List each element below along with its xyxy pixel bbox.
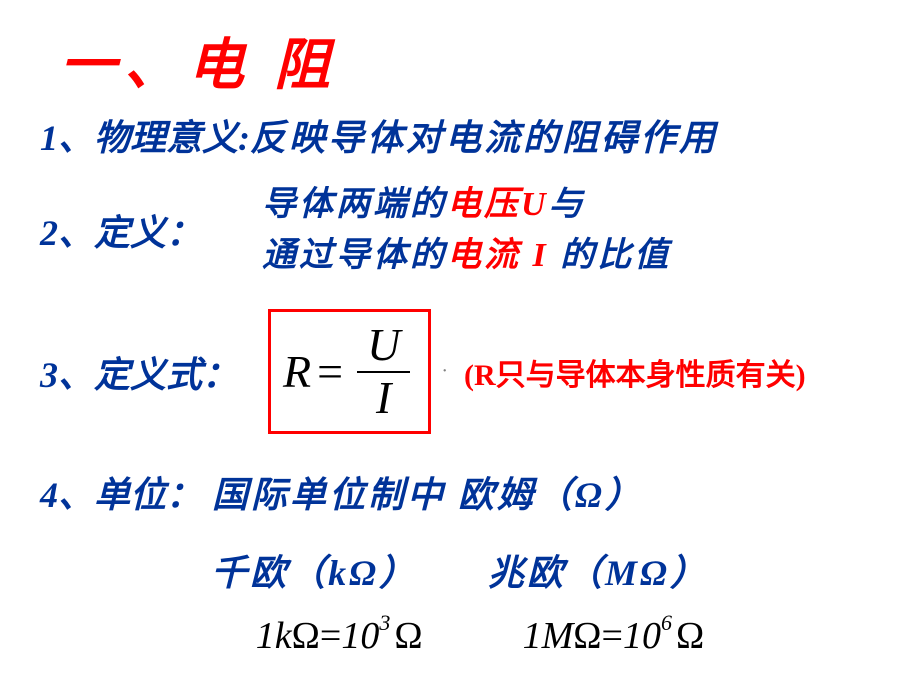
row-unit: 4、单位： 国际单位制中 欧姆（Ω） xyxy=(40,466,880,518)
label-2: 2、定义： xyxy=(40,204,202,256)
definition-line-1: 导体两端的电压U与 xyxy=(262,179,671,230)
eq1-b: 10 xyxy=(341,614,379,658)
formula-fraction: U I xyxy=(357,320,410,423)
def-line1-c: 与 xyxy=(549,186,586,223)
def-line1-a: 导体两端的 xyxy=(262,186,447,223)
text-physical-meaning: 反映导体对电流的阻碍作用 xyxy=(250,109,718,161)
unit-text: 国际单位制中 欧姆（Ω） xyxy=(212,466,644,518)
eq1-sup: 3 xyxy=(379,610,390,636)
eq2-b: 10 xyxy=(623,614,661,658)
eq2-a: 1M xyxy=(523,614,574,658)
kiloohm-equation: 1kΩ = 103Ω xyxy=(256,614,423,658)
formula-box: R = U I xyxy=(268,309,431,434)
definition-text: 导体两端的电压U与 通过导体的电流 I 的比值 xyxy=(262,179,671,281)
row-definition: 2、定义： 导体两端的电压U与 通过导体的电流 I 的比值 xyxy=(40,179,880,281)
eq2-sup: 6 xyxy=(661,610,672,636)
section-title: 一、电 阻 xyxy=(60,20,880,101)
label-1: 1、物理意义: xyxy=(40,109,250,161)
eq1-a: 1k xyxy=(256,614,292,658)
unit-text-a: 国际单位制中 欧姆 xyxy=(212,475,536,515)
formula-R: R xyxy=(283,345,311,398)
eq1-om2: Ω xyxy=(394,614,422,658)
megaohm-label: 兆欧（MΩ） xyxy=(488,544,709,596)
def-line1-b: 电压U xyxy=(447,186,549,223)
slide-content: 一、电 阻 1、物理意义: 反映导体对电流的阻碍作用 2、定义： 导体两端的电压… xyxy=(0,0,920,696)
formula-numerator: U xyxy=(357,320,410,371)
eq2-om2: Ω xyxy=(676,614,704,658)
eq2-eq: = xyxy=(602,614,623,658)
kiloohm-label: 千欧（kΩ） xyxy=(211,544,418,596)
eq1-om1: Ω xyxy=(292,614,320,658)
label-4: 4、单位： xyxy=(40,466,202,518)
formula-denominator: I xyxy=(366,373,401,424)
dot-marker: · xyxy=(441,360,448,383)
formula-equals: = xyxy=(317,345,343,398)
row-formula: 3、定义式： R = U I · (R只与导体本身性质有关) xyxy=(40,309,880,434)
unit-omega: （Ω） xyxy=(536,475,644,515)
definition-line-2: 通过导体的电流 I 的比值 xyxy=(262,230,671,281)
row-subunits: 千欧（kΩ） 兆欧（MΩ） xyxy=(40,544,880,596)
def-line2-c: 的比值 xyxy=(560,237,671,274)
label-3: 3、定义式： xyxy=(40,346,238,398)
row-conversions: 1kΩ = 103Ω 1MΩ = 106Ω xyxy=(80,614,880,658)
eq1-eq: = xyxy=(320,614,341,658)
formula-note: (R只与导体本身性质有关) xyxy=(464,350,806,394)
eq2-om1: Ω xyxy=(573,614,601,658)
megaohm-equation: 1MΩ = 106Ω xyxy=(523,614,705,658)
def-line2-a: 通过导体的 xyxy=(262,237,447,274)
row-physical-meaning: 1、物理意义: 反映导体对电流的阻碍作用 xyxy=(40,109,880,161)
def-line2-b: 电流 I xyxy=(447,237,560,274)
